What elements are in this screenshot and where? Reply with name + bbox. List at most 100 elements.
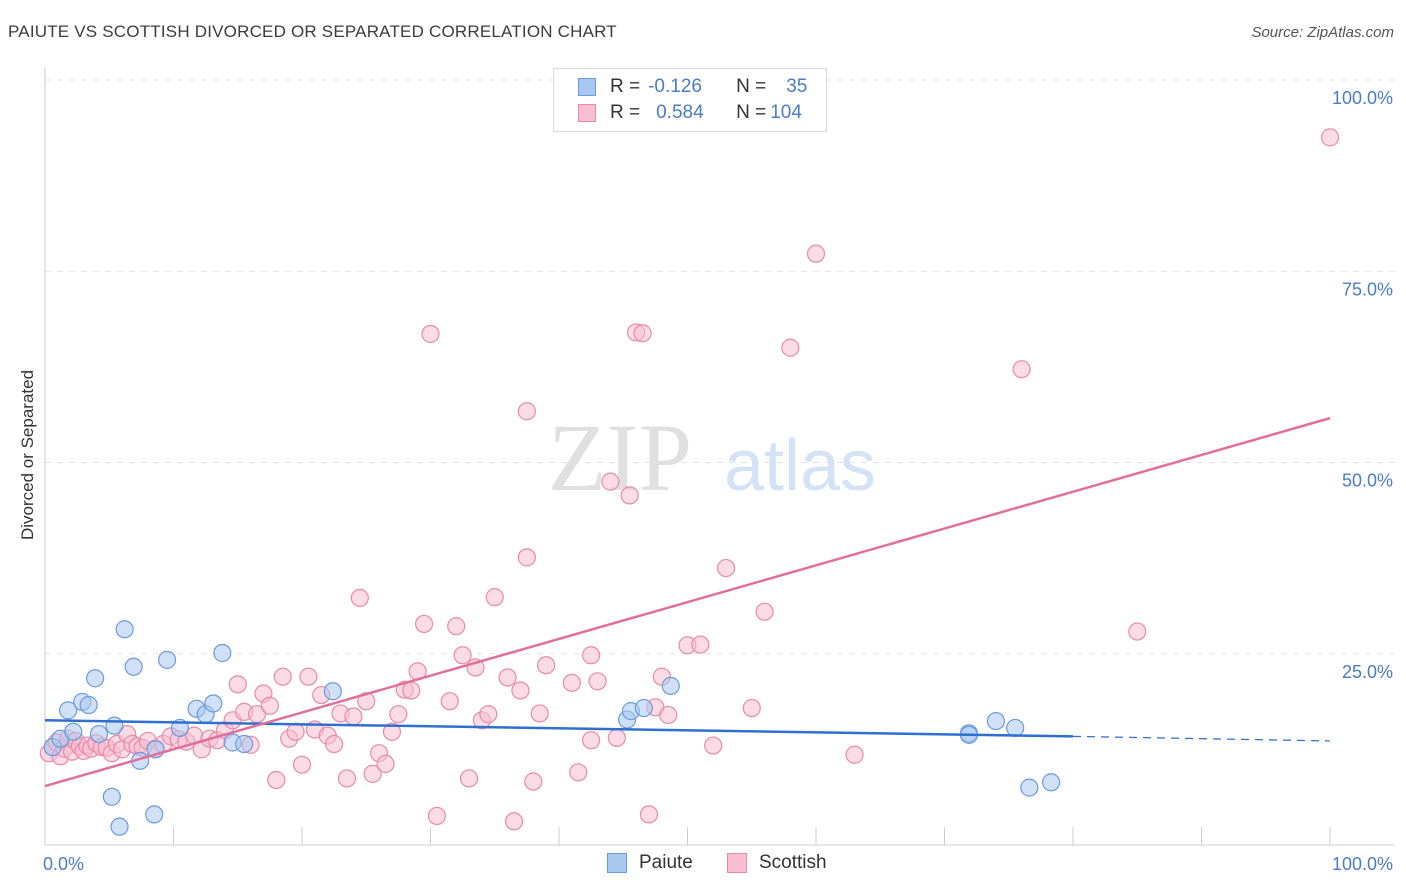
data-point [485, 588, 504, 607]
data-point [115, 620, 134, 639]
paiute-legend-swatch [607, 853, 627, 873]
data-point [620, 486, 639, 505]
data-point [204, 694, 223, 713]
data-point [260, 696, 279, 715]
bottom-legend-paiute: Paiute [607, 852, 693, 874]
data-point [845, 745, 864, 764]
watermark-zip: ZIP [548, 404, 692, 511]
data-point [299, 667, 318, 686]
data-point [350, 588, 369, 608]
data-point [213, 643, 232, 663]
scottish-trend-line [44, 416, 1331, 788]
data-point [1128, 622, 1147, 641]
scottish-legend-label: Scottish [759, 852, 827, 873]
data-point [517, 402, 536, 421]
legend-r-value: 0.584 [656, 102, 704, 123]
data-point [105, 716, 124, 735]
data-point [806, 244, 826, 263]
data-point [145, 805, 164, 824]
x-tick-label: 0.0% [43, 854, 84, 874]
data-point [447, 617, 466, 636]
legend-row-paiute: R = -0.126 N = 35 [578, 75, 807, 99]
data-point [79, 695, 98, 715]
legend-r-label: R = [610, 76, 641, 97]
data-point [704, 736, 723, 755]
data-point [1042, 773, 1061, 792]
data-point [89, 724, 109, 744]
scottish-points [39, 128, 1340, 831]
bottom-legend-scottish: Scottish [727, 852, 827, 874]
data-point [124, 657, 143, 676]
legend-r-label: R = [610, 102, 641, 123]
paiute-trend-extension [1072, 735, 1331, 742]
data-point [267, 770, 286, 790]
data-point [530, 704, 549, 723]
data-point [453, 646, 472, 665]
data-point [562, 673, 581, 692]
data-point [479, 705, 498, 724]
data-point [661, 676, 680, 695]
data-point [357, 692, 376, 711]
data-point [344, 707, 363, 726]
data-point [427, 806, 447, 826]
y-tick-label: 50.0% [1342, 471, 1393, 491]
data-point [1020, 778, 1039, 797]
data-point [986, 711, 1006, 731]
paiute-trend-line [44, 719, 1074, 738]
data-point [64, 722, 83, 741]
data-point [633, 324, 652, 343]
data-point [639, 805, 659, 824]
data-point [498, 668, 517, 687]
data-point [382, 722, 402, 741]
data-point [389, 705, 408, 724]
legend-n-label: N = [736, 76, 767, 97]
data-point [588, 672, 607, 691]
data-point [235, 734, 254, 754]
data-point [459, 769, 479, 788]
data-point [110, 817, 129, 836]
data-point [414, 614, 434, 634]
data-point [1006, 718, 1025, 738]
bottom-legend: Paiute Scottish [0, 852, 1406, 878]
data-point [228, 675, 247, 694]
y-tick-label: 100.0% [1332, 88, 1393, 108]
data-point [755, 602, 774, 621]
data-point [569, 763, 588, 782]
scottish-legend-swatch [727, 853, 747, 873]
data-point [716, 558, 736, 578]
data-point [402, 681, 421, 700]
data-point [659, 705, 678, 725]
scottish-swatch [578, 104, 596, 122]
data-point [337, 769, 357, 788]
data-point [323, 682, 342, 701]
data-point [292, 755, 312, 774]
source-label: Source: ZipAtlas.com [1251, 24, 1394, 41]
data-point [86, 669, 105, 688]
paiute-swatch [578, 78, 596, 96]
legend-n-value: 104 [770, 102, 802, 123]
data-point [691, 635, 710, 654]
legend-box: R = -0.126 N = 35 R = 0.584 N = 104 [553, 68, 827, 132]
legend-n-label: N = [736, 102, 767, 123]
y-tick-label: 75.0% [1342, 279, 1393, 299]
data-point [524, 772, 543, 791]
data-point [537, 656, 556, 675]
data-point [325, 734, 344, 754]
tick-labels: 25.0% 50.0% 75.0% 100.0% 0.0% 100.0% [43, 88, 1393, 874]
legend-n-value: 35 [786, 76, 808, 97]
data-point [1012, 360, 1031, 379]
data-point [1320, 128, 1340, 147]
y-tick-label: 25.0% [1342, 662, 1393, 682]
data-point [517, 548, 536, 567]
data-point [102, 787, 121, 806]
paiute-legend-label: Paiute [639, 852, 693, 873]
x-tick-label: 100.0% [1332, 854, 1393, 874]
data-point [781, 338, 800, 357]
data-point [286, 722, 305, 741]
data-point [157, 650, 177, 669]
data-point [582, 646, 601, 665]
data-point [376, 754, 395, 774]
data-point [582, 731, 601, 750]
legend-r-value: -0.126 [648, 76, 702, 97]
